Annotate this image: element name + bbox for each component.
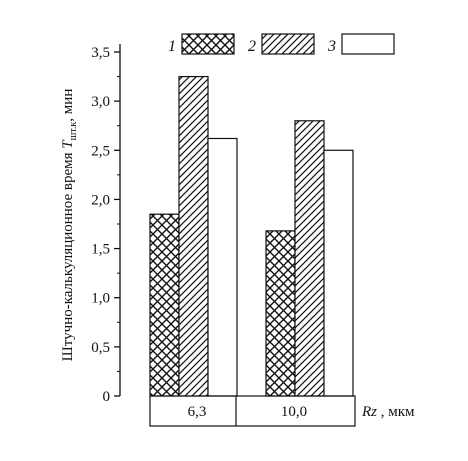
x-axis-variable: Rz: [361, 404, 377, 420]
legend-label-3: 3: [327, 38, 336, 55]
y-axis-label-suffix: , мин: [60, 89, 76, 122]
legend-swatch-2: [261, 33, 315, 55]
x-axis-label: Rz , мкм: [361, 404, 415, 420]
bar-series-1-1: [265, 230, 296, 397]
bar-series-3-0: [207, 137, 238, 397]
y-tick-label: 0,5: [91, 340, 110, 356]
y-tick-label: 0: [103, 389, 111, 405]
x-axis-unit: , мкм: [377, 404, 415, 420]
category-label-1: 10,0: [281, 404, 307, 420]
bar-series-2-0: [178, 75, 209, 397]
y-tick-label: 2,0: [91, 192, 110, 208]
legend-label-2: 2: [248, 38, 256, 55]
y-tick-label: 3,5: [91, 45, 110, 61]
legend: 1 2 3: [168, 33, 395, 55]
y-axis-label-symbol: T: [60, 139, 76, 149]
y-tick-label: 1,0: [91, 291, 110, 307]
bar-series-1-0: [149, 213, 180, 397]
y-axis-label: Штучно-калькуляционное время Tшт.к, мин: [60, 89, 79, 362]
bar-series-3-1: [323, 149, 354, 397]
legend-swatch-1: [181, 33, 235, 55]
y-ticks: 0 0,5 1,0 1,5 2,0 2,5 3,0 3,5: [91, 45, 120, 405]
bar-series-2-1: [294, 120, 325, 397]
y-axis-label-prefix: Штучно-калькуляционное время: [60, 149, 76, 362]
y-axis-label-subscript: шт.к: [68, 122, 79, 141]
legend-swatch-3: [341, 33, 395, 55]
y-tick-label: 1,5: [91, 242, 110, 258]
category-label-0: 6,3: [188, 404, 207, 420]
y-tick-label: 2,5: [91, 143, 110, 159]
y-tick-label: 3,0: [91, 94, 110, 110]
legend-label-1: 1: [168, 38, 176, 55]
category-box: [149, 395, 356, 427]
bars: [149, 75, 354, 397]
